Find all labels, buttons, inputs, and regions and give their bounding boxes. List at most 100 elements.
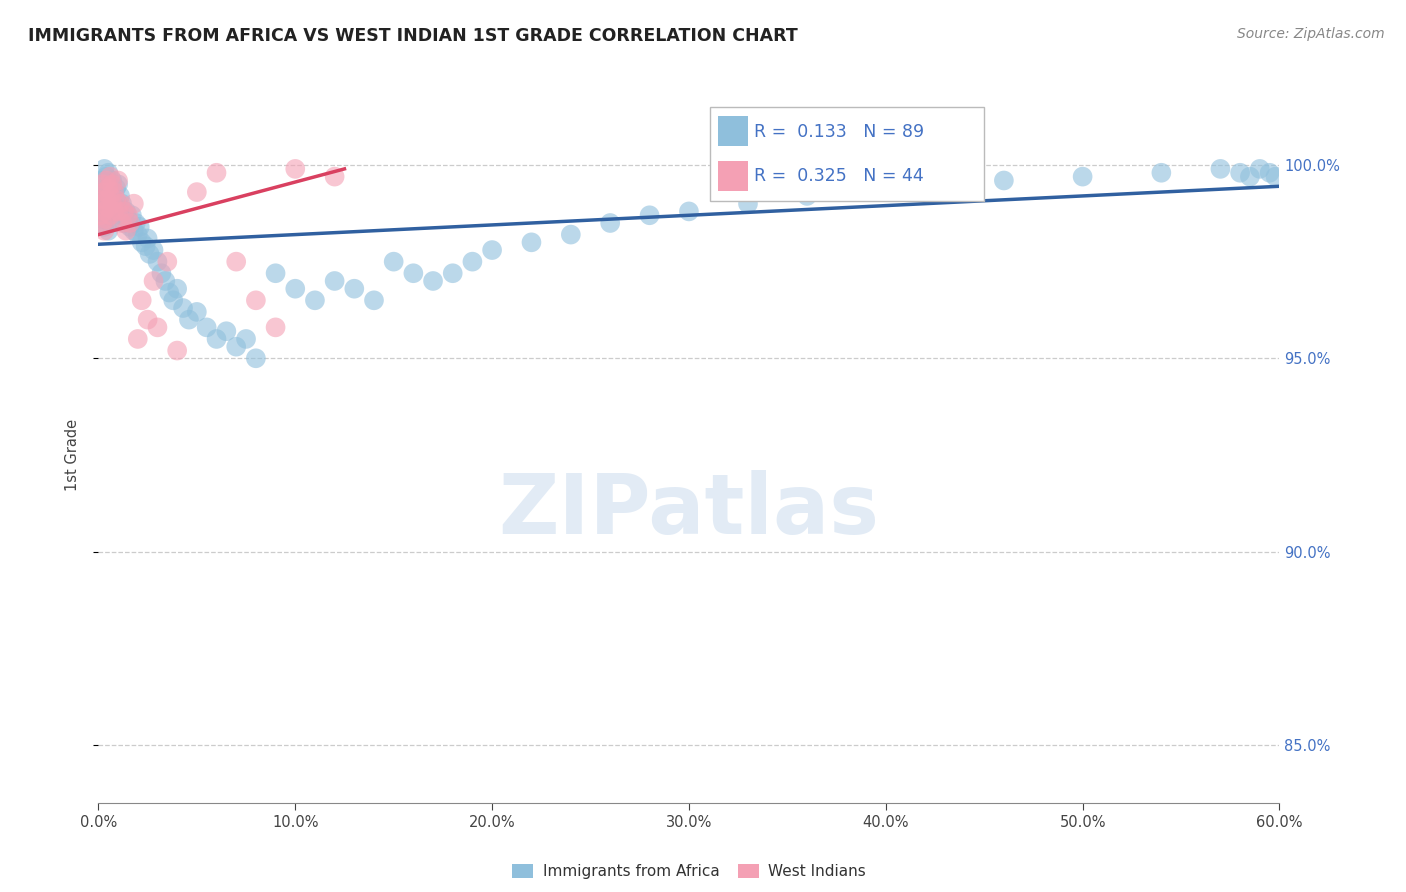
Point (108, 208, 131, 222)
Point (89, 185, 111, 199)
Point (91, 173, 114, 187)
Point (678, 204, 700, 219)
Point (101, 178, 124, 192)
Point (136, 312, 159, 326)
Point (118, 216, 141, 230)
Point (128, 219, 150, 234)
Point (103, 204, 125, 219)
Point (131, 293, 153, 308)
Point (166, 282, 188, 296)
Point (343, 282, 366, 296)
Point (142, 274, 165, 288)
Point (422, 274, 444, 288)
Point (101, 173, 124, 187)
Text: R =  0.133   N = 89: R = 0.133 N = 89 (754, 123, 924, 141)
Point (111, 216, 134, 230)
Point (166, 343, 188, 358)
Point (96, 193, 118, 207)
Point (97, 181, 120, 195)
Point (93, 219, 115, 234)
Point (112, 204, 135, 219)
Point (402, 266, 425, 280)
Point (103, 185, 125, 199)
Point (127, 227, 149, 242)
Point (245, 351, 267, 366)
Point (91, 196, 114, 211)
Point (103, 185, 125, 199)
Point (796, 189, 818, 203)
Point (1258, 166, 1281, 180)
Point (1150, 166, 1173, 180)
Point (1249, 161, 1271, 176)
Point (96, 173, 118, 187)
Point (91, 212, 114, 227)
Point (93, 224, 115, 238)
Point (101, 196, 124, 211)
FancyBboxPatch shape (710, 107, 984, 201)
Point (142, 243, 165, 257)
Point (162, 293, 184, 308)
Point (111, 196, 134, 211)
Point (638, 208, 661, 222)
Point (284, 161, 307, 176)
Point (481, 243, 503, 257)
Point (107, 173, 129, 187)
Point (117, 212, 139, 227)
Text: ZIPatlas: ZIPatlas (499, 470, 879, 551)
Point (245, 293, 267, 308)
Point (98, 169, 121, 184)
Point (875, 181, 897, 195)
Text: IMMIGRANTS FROM AFRICA VS WEST INDIAN 1ST GRADE CORRELATION CHART: IMMIGRANTS FROM AFRICA VS WEST INDIAN 1S… (28, 27, 797, 45)
Point (98, 189, 121, 203)
Point (560, 227, 582, 242)
Point (235, 332, 257, 346)
Point (599, 216, 621, 230)
Point (156, 254, 179, 268)
Point (96, 208, 118, 222)
Point (1264, 169, 1286, 184)
Point (382, 254, 405, 268)
Point (264, 320, 287, 334)
Point (186, 305, 208, 319)
Point (107, 196, 129, 211)
Text: R =  0.325   N = 44: R = 0.325 N = 44 (754, 167, 924, 185)
Point (97, 204, 120, 219)
Point (135, 239, 157, 253)
Point (97, 201, 120, 215)
Point (177, 312, 200, 326)
Point (89, 204, 111, 219)
Point (363, 293, 385, 308)
Point (103, 204, 125, 219)
Point (264, 266, 287, 280)
Point (186, 185, 208, 199)
Point (195, 320, 218, 334)
Point (1209, 161, 1232, 176)
Point (520, 235, 543, 250)
Bar (718, 161, 748, 191)
Point (115, 224, 138, 238)
Point (934, 178, 956, 192)
Point (96, 189, 118, 203)
Point (112, 216, 135, 230)
Point (993, 173, 1015, 187)
Point (117, 208, 139, 222)
Point (98, 216, 121, 230)
Point (115, 204, 138, 219)
Point (93, 185, 115, 199)
Point (98, 208, 121, 222)
Point (215, 324, 238, 338)
Point (105, 193, 128, 207)
Point (108, 196, 131, 211)
Point (138, 247, 160, 261)
Point (1239, 169, 1261, 184)
Point (93, 201, 115, 215)
Point (146, 320, 169, 334)
Point (157, 285, 180, 300)
Point (89, 193, 111, 207)
Point (150, 266, 173, 280)
Point (304, 293, 326, 308)
Legend: Immigrants from Africa, West Indians: Immigrants from Africa, West Indians (506, 858, 872, 886)
Point (91, 193, 114, 207)
Point (97, 166, 120, 180)
Point (91, 178, 114, 192)
